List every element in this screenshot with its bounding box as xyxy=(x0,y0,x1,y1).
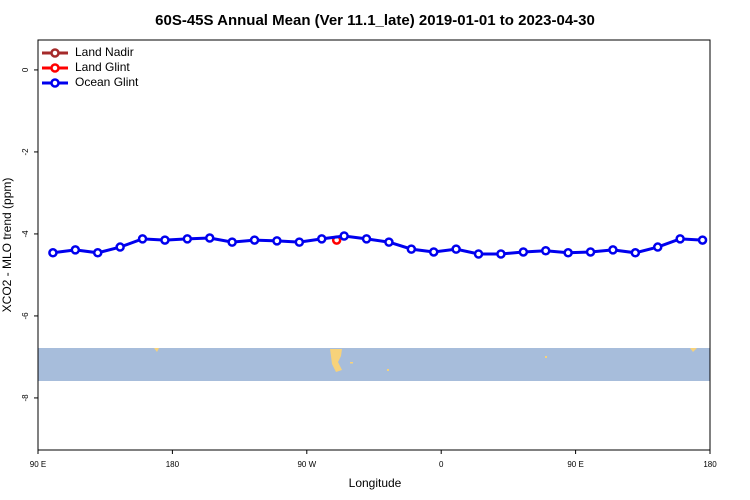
y-tick-label: -4 xyxy=(21,230,30,238)
y-tick-label: -8 xyxy=(21,394,30,402)
data-point xyxy=(518,247,529,257)
data-point xyxy=(48,248,58,258)
data-point xyxy=(697,235,708,245)
plot-frame xyxy=(37,39,711,451)
legend-label: Ocean Glint xyxy=(75,75,139,89)
data-point xyxy=(630,248,641,258)
data-point xyxy=(428,247,439,257)
x-tick-label: 90 E xyxy=(30,460,46,469)
series-line xyxy=(52,234,703,256)
data-point xyxy=(204,233,215,243)
data-point xyxy=(294,237,305,247)
data-point xyxy=(384,237,394,247)
map-strip xyxy=(38,348,710,381)
data-point xyxy=(473,249,484,259)
data-point xyxy=(339,231,349,241)
data-point xyxy=(451,244,461,254)
y-tick-label: -6 xyxy=(21,312,30,320)
data-point xyxy=(115,242,125,252)
data-point xyxy=(608,245,618,255)
x-tick-label: 180 xyxy=(166,460,180,469)
data-point xyxy=(92,248,103,258)
x-tick-label: 0 xyxy=(439,460,444,469)
data-point xyxy=(182,234,193,244)
data-point xyxy=(361,234,372,244)
data-point xyxy=(70,245,81,255)
data-point xyxy=(675,234,685,244)
data-point xyxy=(496,249,506,259)
data-point xyxy=(585,247,596,257)
y-axis-label: XCO2 - MLO trend (ppm) xyxy=(0,178,14,313)
legend-label: Land Nadir xyxy=(75,45,134,59)
y-tick-label: 0 xyxy=(21,67,30,72)
data-point xyxy=(160,235,170,245)
data-point xyxy=(406,244,417,254)
legend-marker xyxy=(50,63,60,73)
x-tick-label: 90 W xyxy=(297,460,316,469)
data-point xyxy=(227,237,237,247)
data-point xyxy=(540,245,551,256)
x-axis-label: Longitude xyxy=(349,476,402,490)
legend-marker xyxy=(50,78,60,88)
data-point xyxy=(652,242,663,252)
legend-marker xyxy=(50,48,60,58)
legend-label: Land Glint xyxy=(75,60,130,74)
y-tick-label: -2 xyxy=(21,148,30,156)
chart-title: 60S-45S Annual Mean (Ver 11.1_late) 2019… xyxy=(155,12,595,29)
data-point xyxy=(272,236,282,246)
x-tick-label: 90 E xyxy=(567,460,583,469)
data-point xyxy=(137,234,148,244)
data-point xyxy=(249,235,260,245)
data-point xyxy=(563,248,573,258)
data-point xyxy=(316,234,327,244)
x-tick-label: 180 xyxy=(703,460,717,469)
